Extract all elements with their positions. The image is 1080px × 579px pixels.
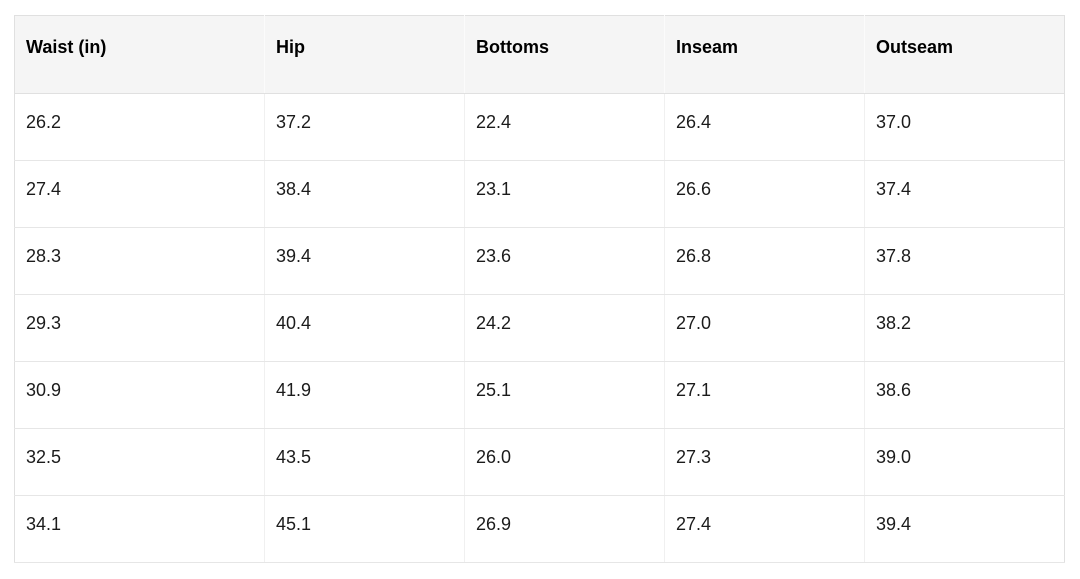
size-chart-table: Waist (in) Hip Bottoms Inseam Outseam 26.2 37… <box>14 15 1065 563</box>
table-header: Waist (in) Hip Bottoms Inseam Outseam <box>14 15 1065 94</box>
header-row: Waist (in) Hip Bottoms Inseam Outseam <box>14 15 1065 94</box>
table-cell: 22.4 <box>464 93 665 161</box>
table-cell: 45.1 <box>264 495 465 563</box>
table-cell: 40.4 <box>264 294 465 362</box>
table-cell: 37.2 <box>264 93 465 161</box>
column-header-hip: Hip <box>264 15 465 94</box>
table-cell: 27.4 <box>664 495 865 563</box>
table-row: 29.3 40.4 24.2 27.0 38.2 <box>14 294 1065 362</box>
table-cell: 29.3 <box>14 294 265 362</box>
table-cell: 27.4 <box>14 160 265 228</box>
table-cell: 38.6 <box>864 361 1065 429</box>
table-cell: 25.1 <box>464 361 665 429</box>
table-cell: 41.9 <box>264 361 465 429</box>
table-cell: 39.4 <box>864 495 1065 563</box>
table-cell: 24.2 <box>464 294 665 362</box>
table-cell: 38.2 <box>864 294 1065 362</box>
table-cell: 32.5 <box>14 428 265 496</box>
table-cell: 26.0 <box>464 428 665 496</box>
table-cell: 26.9 <box>464 495 665 563</box>
column-header-waist-in: Waist (in) <box>14 15 265 94</box>
table-body: 26.2 37.2 22.4 26.4 37.0 27.4 38.4 23.1 26.6 37.4… <box>14 93 1065 563</box>
table-cell: 27.0 <box>664 294 865 362</box>
table-cell: 26.2 <box>14 93 265 161</box>
column-header-inseam: Inseam <box>664 15 865 94</box>
table-cell: 30.9 <box>14 361 265 429</box>
table-row: 32.5 43.5 26.0 27.3 39.0 <box>14 428 1065 496</box>
table-row: 30.9 41.9 25.1 27.1 38.6 <box>14 361 1065 429</box>
table-row: 34.1 45.1 26.9 27.4 39.4 <box>14 495 1065 563</box>
table-cell: 27.1 <box>664 361 865 429</box>
table-row: 28.3 39.4 23.6 26.8 37.8 <box>14 227 1065 295</box>
column-header-bottoms: Bottoms <box>464 15 665 94</box>
table-cell: 39.4 <box>264 227 465 295</box>
table-row: 26.2 37.2 22.4 26.4 37.0 <box>14 93 1065 161</box>
table-cell: 26.8 <box>664 227 865 295</box>
table-cell: 37.4 <box>864 160 1065 228</box>
table-cell: 28.3 <box>14 227 265 295</box>
column-header-outseam: Outseam <box>864 15 1065 94</box>
table-cell: 34.1 <box>14 495 265 563</box>
table-cell: 23.6 <box>464 227 665 295</box>
table-row: 27.4 38.4 23.1 26.6 37.4 <box>14 160 1065 228</box>
table-cell: 37.0 <box>864 93 1065 161</box>
table-cell: 39.0 <box>864 428 1065 496</box>
table-cell: 38.4 <box>264 160 465 228</box>
table-cell: 26.6 <box>664 160 865 228</box>
table-cell: 26.4 <box>664 93 865 161</box>
table-cell: 37.8 <box>864 227 1065 295</box>
page: Waist (in) Hip Bottoms Inseam Outseam 26.2 37… <box>14 15 1065 563</box>
table-cell: 43.5 <box>264 428 465 496</box>
table-cell: 27.3 <box>664 428 865 496</box>
table-cell: 23.1 <box>464 160 665 228</box>
